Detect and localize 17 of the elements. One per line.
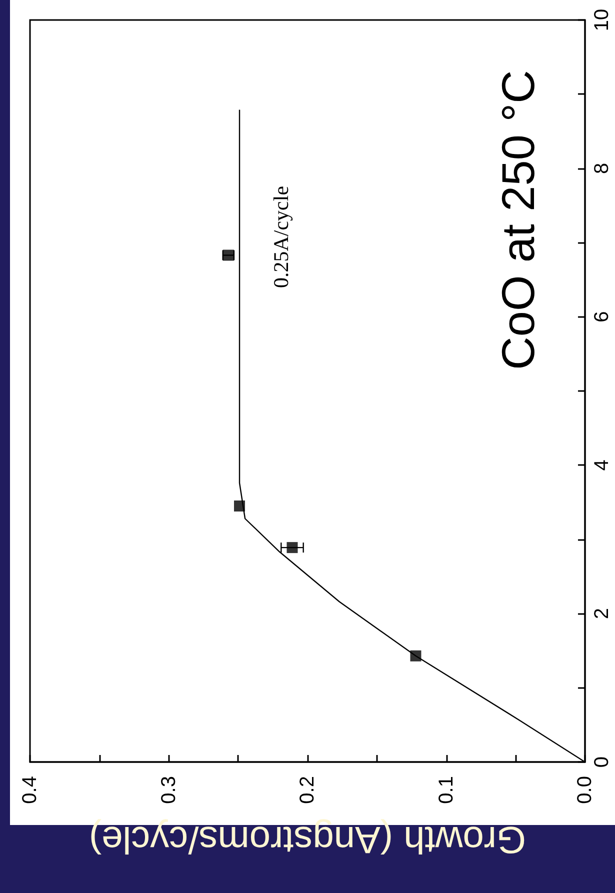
x-tick-label: 0.3 (158, 776, 180, 804)
y-tick-label: 4 (591, 460, 613, 471)
point (234, 500, 246, 512)
y-tick-label: 0 (591, 756, 613, 768)
text: CoO at 250 °C (492, 70, 544, 370)
annotation: 0.25A/cycle (269, 186, 293, 288)
x-tick-label: 0.1 (435, 776, 458, 804)
y-tick-label: 6 (591, 311, 613, 322)
y-tick-label: 10 (591, 8, 613, 32)
y-tick-label: 2 (591, 608, 613, 620)
y-tick-label: 8 (591, 162, 613, 174)
x-axis-title: Growth (Angstroms/cycle) (88, 818, 526, 860)
x-tick-label: 0.2 (296, 776, 318, 804)
point (410, 650, 422, 662)
x-tick-label: 0.0 (574, 776, 596, 804)
point (286, 542, 298, 554)
x-tick-label: 0.4 (19, 776, 41, 804)
